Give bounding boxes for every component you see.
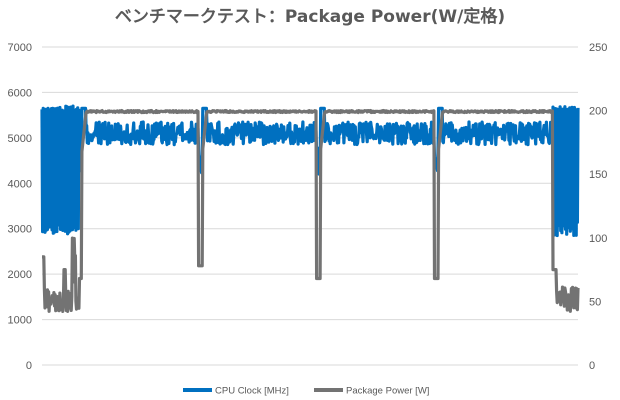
y-right-tick-250: 250 xyxy=(589,42,607,54)
chart-title: ベンチマークテスト：Package Power(W/定格) xyxy=(115,6,505,27)
y-axis-right: 0 50 100 150 200 250 xyxy=(589,42,607,372)
y-left-tick-0: 0 xyxy=(26,360,32,372)
y-left-tick-5000: 5000 xyxy=(8,133,32,145)
y-left-tick-6000: 6000 xyxy=(8,87,32,99)
gridlines xyxy=(42,46,578,366)
series-layer xyxy=(40,104,580,313)
series-line-package-power xyxy=(41,109,580,313)
legend-label-package-power: Package Power [W] xyxy=(346,386,429,397)
legend: CPU Clock [MHz] Package Power [W] xyxy=(183,386,429,397)
y-left-tick-2000: 2000 xyxy=(8,269,32,281)
series-line-cpu-clock xyxy=(40,104,580,238)
y-left-tick-3000: 3000 xyxy=(8,224,32,236)
y-right-tick-100: 100 xyxy=(589,233,607,245)
y-axis-left: 0 1000 2000 3000 4000 5000 6000 7000 xyxy=(8,42,32,372)
legend-label-cpu-clock: CPU Clock [MHz] xyxy=(215,386,289,397)
y-left-tick-7000: 7000 xyxy=(8,42,32,54)
y-right-tick-200: 200 xyxy=(589,106,607,118)
y-right-tick-150: 150 xyxy=(589,169,607,181)
y-left-tick-4000: 4000 xyxy=(8,178,32,190)
y-right-tick-50: 50 xyxy=(589,296,601,308)
y-right-tick-0: 0 xyxy=(589,360,595,372)
y-left-tick-1000: 1000 xyxy=(8,315,32,327)
